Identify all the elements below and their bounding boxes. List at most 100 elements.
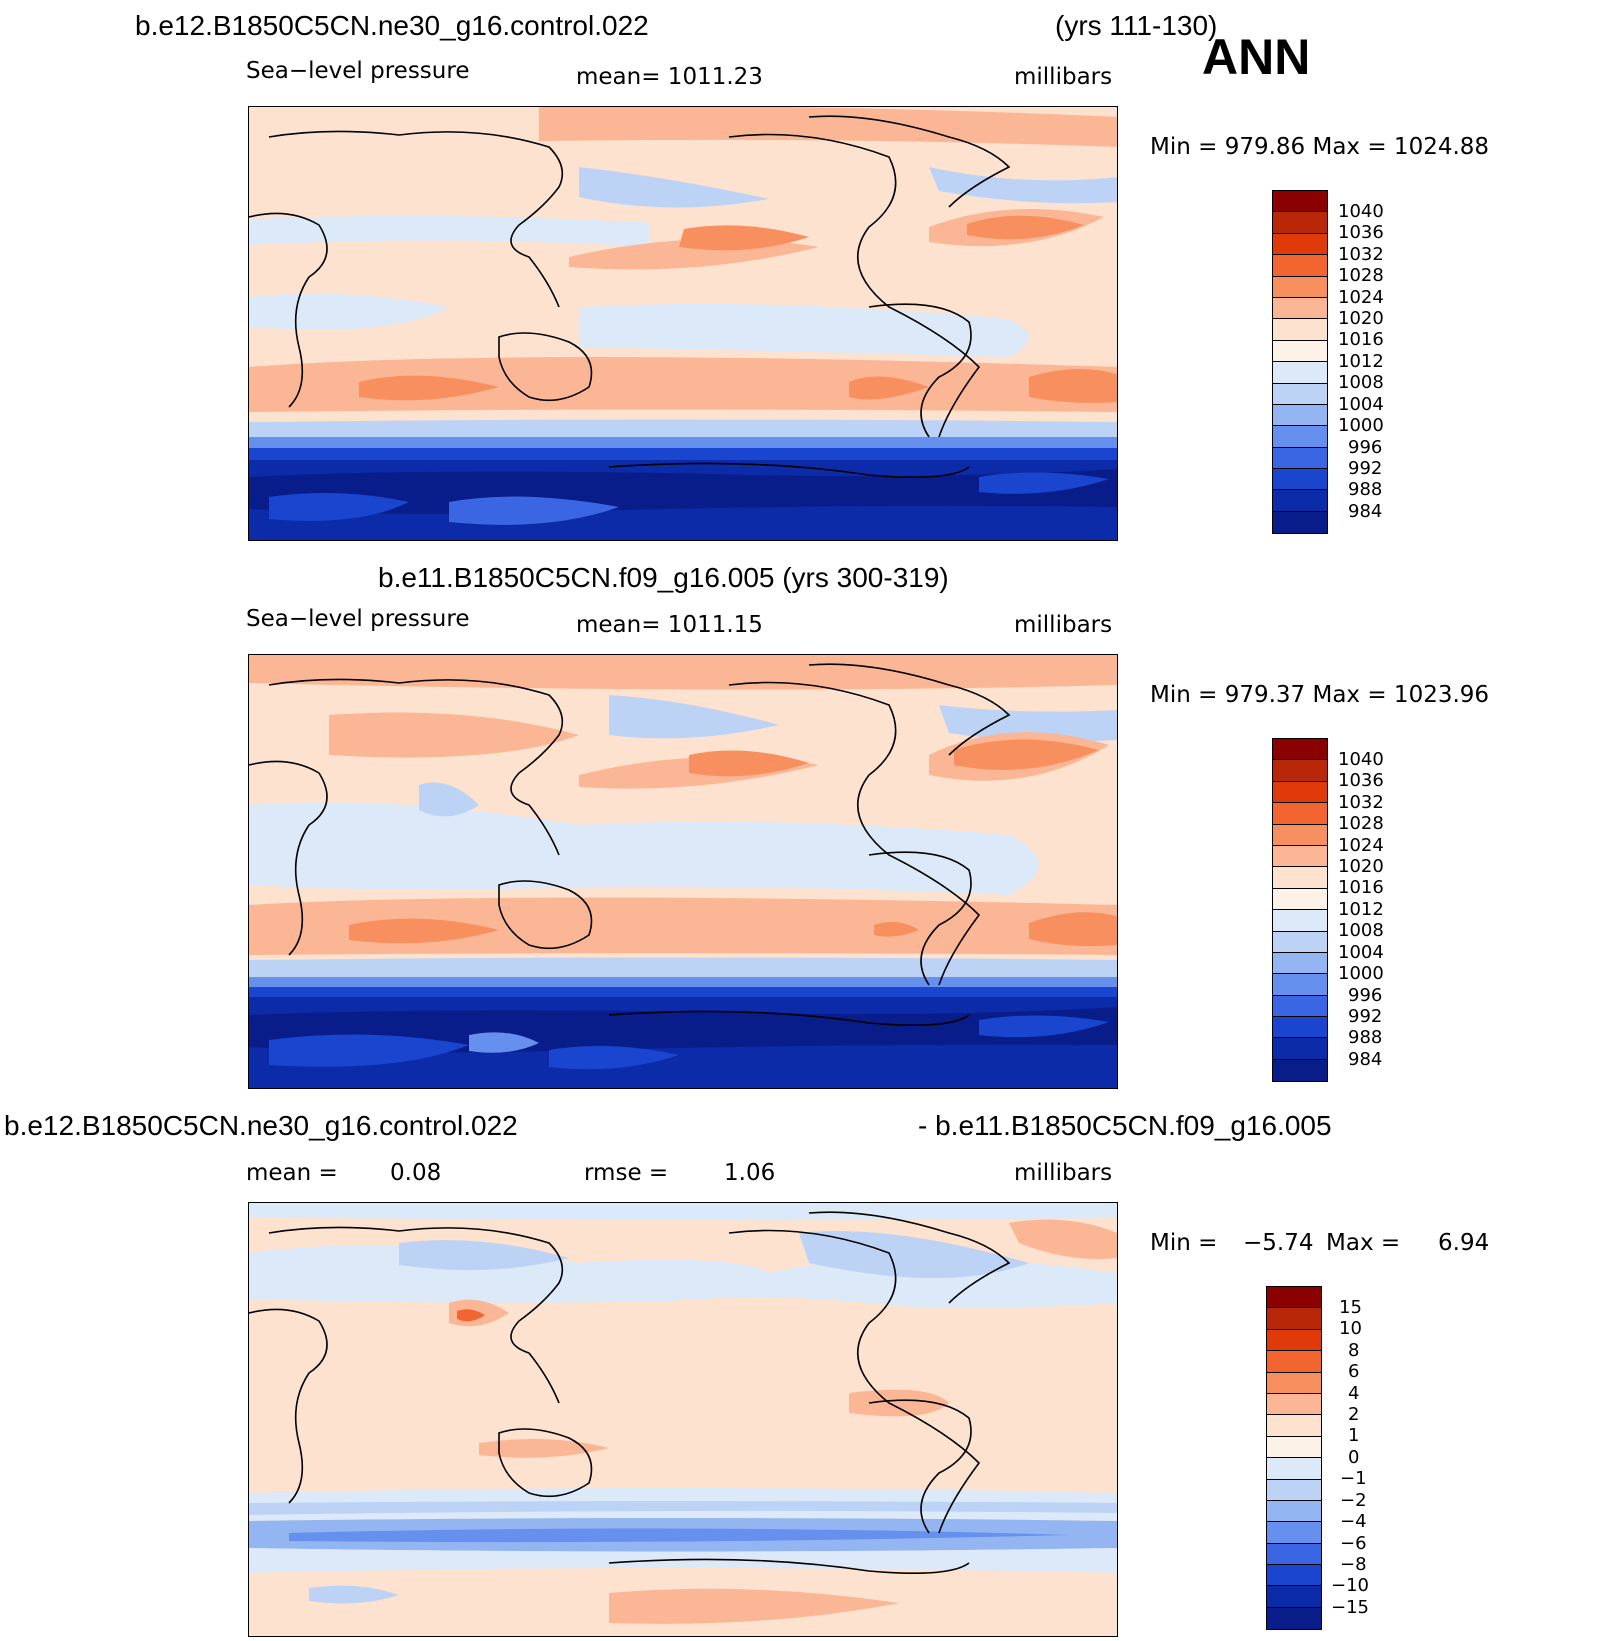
cb3-label: −15 [1331, 1597, 1369, 1618]
swatch-1000 [1273, 952, 1327, 975]
cb3-label: −2 [1340, 1490, 1367, 1511]
cb3-label: −4 [1340, 1511, 1367, 1532]
cb1-label: 1016 [1338, 329, 1384, 350]
swatch-1036 [1273, 760, 1327, 782]
cb2-label: 1004 [1338, 942, 1384, 963]
panel3-case-b: - b.e11.B1850C5CN.f09_g16.005 [918, 1110, 1332, 1141]
cb2-label: 1008 [1338, 920, 1384, 941]
swatch-neg15 [1267, 1586, 1321, 1608]
panel2-units: millibars [1014, 612, 1113, 638]
panel3-max-label: Max = [1326, 1230, 1401, 1256]
panel2-minmax: Min = 979.37 Max = 1023.96 [1150, 682, 1490, 708]
swatch-992 [1273, 995, 1327, 1018]
cb3-label: 0 [1348, 1447, 1360, 1468]
swatch-1016 [1273, 867, 1327, 889]
cb1-label: 988 [1348, 479, 1383, 500]
cb1-label: 1004 [1338, 394, 1384, 415]
swatch-neg8 [1267, 1543, 1321, 1566]
panel3-map [248, 1202, 1118, 1637]
panel1-map-svg [249, 107, 1117, 540]
panel3-case-a: b.e12.B1850C5CN.ne30_g16.control.022 [4, 1110, 518, 1141]
swatch-neg6 [1267, 1522, 1321, 1544]
cb2-label: 1016 [1338, 877, 1384, 898]
panel1-mean: mean= 1011.23 [576, 64, 763, 90]
cb2-label: 1036 [1338, 770, 1384, 791]
panel1-case-title: b.e12.B1850C5CN.ne30_g16.control.022 [135, 10, 649, 41]
swatch-neg4 [1267, 1500, 1321, 1523]
panel1-variable: Sea−level pressure [246, 58, 470, 84]
swatch-low [1273, 1059, 1327, 1082]
panel2-title: b.e11.B1850C5CN.f09_g16.005 (yrs 300-319… [378, 562, 949, 593]
cb3-label: −6 [1340, 1533, 1367, 1554]
panel3-colorbar [1266, 1286, 1322, 1631]
swatch-1040 [1273, 739, 1327, 761]
panel2-colorbar [1272, 738, 1328, 1083]
panel3-rmse-value: 1.06 [724, 1160, 776, 1186]
swatch-1016 [1273, 319, 1327, 341]
swatch-lowest [1267, 1607, 1321, 1630]
swatch-6 [1267, 1351, 1321, 1373]
cb2-label: 996 [1348, 985, 1383, 1006]
swatch-1008 [1273, 910, 1327, 932]
cb1-label: 1012 [1338, 351, 1384, 372]
swatch-992 [1273, 447, 1327, 470]
panel3-units: millibars [1014, 1160, 1113, 1186]
cb1-label: 1008 [1338, 372, 1384, 393]
panel3-max-value: 6.94 [1438, 1230, 1490, 1256]
swatch-neg2 [1267, 1479, 1321, 1501]
panel3-mean-label: mean = [246, 1160, 338, 1186]
swatch-1040 [1273, 191, 1327, 213]
cb1-label: 992 [1348, 458, 1383, 479]
cb1-label: 1036 [1338, 222, 1384, 243]
panel3-min-value: −5.74 [1243, 1230, 1314, 1256]
cb2-label: 1020 [1338, 856, 1384, 877]
swatch-1028 [1273, 803, 1327, 825]
cb2-label: 1032 [1338, 792, 1384, 813]
swatch-1020 [1273, 845, 1327, 868]
swatch-1024 [1273, 824, 1327, 846]
panel2-map [248, 654, 1118, 1089]
panel1-units: millibars [1014, 64, 1113, 90]
swatch-4 [1267, 1372, 1321, 1394]
cb1-label: 1032 [1338, 244, 1384, 265]
cb1-label: 996 [1348, 437, 1383, 458]
cb1-label: 984 [1348, 501, 1383, 522]
panel3-rmse-label: rmse = [584, 1160, 669, 1186]
swatch-1024 [1273, 276, 1327, 298]
cb3-label: 8 [1348, 1340, 1360, 1361]
cb2-label: 1024 [1338, 835, 1384, 856]
swatch-15 [1267, 1287, 1321, 1309]
cb2-label: 984 [1348, 1049, 1383, 1070]
cb3-label: −8 [1340, 1554, 1367, 1575]
swatch-8 [1267, 1329, 1321, 1352]
cb2-label: 1012 [1338, 899, 1384, 920]
cb2-label: 988 [1348, 1027, 1383, 1048]
swatch-988 [1273, 1017, 1327, 1039]
swatch-1 [1267, 1415, 1321, 1437]
panel3-min-label: Min = [1150, 1230, 1218, 1256]
cb1-label: 1024 [1338, 287, 1384, 308]
swatch-0 [1267, 1436, 1321, 1459]
swatch-1032 [1273, 233, 1327, 256]
panel1-years: (yrs 111-130) [1055, 10, 1218, 41]
swatch-1004 [1273, 383, 1327, 405]
panel3-map-svg [249, 1203, 1117, 1636]
swatch-1012 [1273, 340, 1327, 363]
cb1-label: 1000 [1338, 415, 1384, 436]
panel3-mean-value: 0.08 [390, 1160, 442, 1186]
cb3-label: 2 [1348, 1404, 1360, 1425]
panel2-mean: mean= 1011.15 [576, 612, 763, 638]
swatch-1020 [1273, 297, 1327, 320]
cb2-label: 1000 [1338, 963, 1384, 984]
panel2-variable: Sea−level pressure [246, 606, 470, 632]
swatch-1032 [1273, 781, 1327, 804]
swatch-996 [1273, 426, 1327, 448]
swatch-1008 [1273, 362, 1327, 384]
cb3-label: −1 [1340, 1468, 1367, 1489]
cb1-label: 1040 [1338, 201, 1384, 222]
panel2-map-svg [249, 655, 1117, 1088]
panel1-map [248, 106, 1118, 541]
swatch-988 [1273, 469, 1327, 491]
cb3-label: −10 [1331, 1575, 1369, 1596]
cb2-label: 1028 [1338, 813, 1384, 834]
